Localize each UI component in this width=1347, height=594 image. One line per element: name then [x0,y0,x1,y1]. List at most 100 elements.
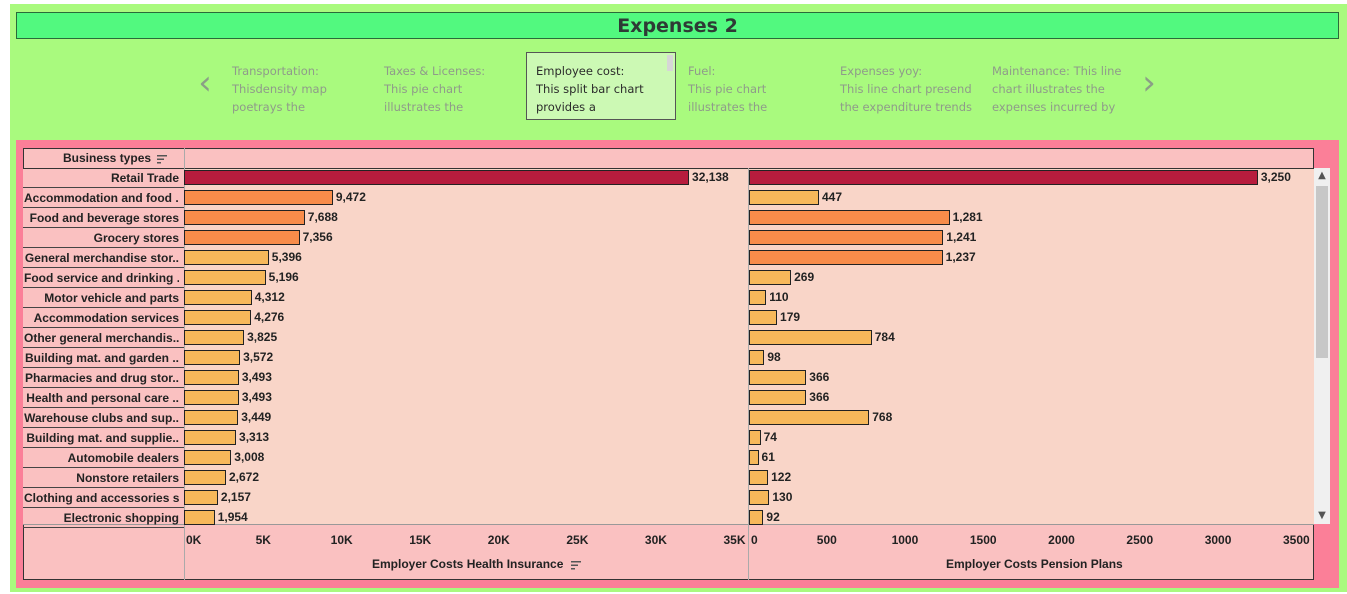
row-separator [23,207,184,208]
scroll-up-icon[interactable]: ▲ [1318,170,1326,181]
health-insurance-bar[interactable] [184,250,269,265]
bar-value-label: 179 [780,310,801,324]
bar-value-label: 784 [874,330,895,344]
pension-plan-bar[interactable] [749,370,807,385]
health-insurance-bar[interactable] [184,170,690,185]
health-insurance-bar[interactable] [184,350,241,365]
health-insurance-bar[interactable] [184,390,239,405]
sort-icon[interactable] [570,560,581,570]
bar-value-label: 1,237 [945,250,976,264]
row-label[interactable]: Electronic shopping [63,511,179,525]
bar-value-label: 92 [766,510,780,524]
pension-plan-bar[interactable] [749,510,764,525]
pension-plan-bar[interactable] [749,330,872,345]
health-insurance-bar[interactable] [184,410,239,425]
x-axis-title-pension[interactable]: Employer Costs Pension Plans [946,557,1123,571]
pension-plan-bar[interactable] [749,350,765,365]
carousel-card-taxes[interactable]: Taxes & Licenses: This pie chart illustr… [376,52,526,120]
health-insurance-bar[interactable] [184,290,252,305]
carousel-card-employee-cost[interactable]: Employee cost: This split bar chart prov… [526,52,676,120]
row-label[interactable]: Motor vehicle and parts [44,291,179,305]
x-axis-title-health[interactable]: Employer Costs Health Insurance [372,557,581,571]
row-header[interactable]: Business types [23,148,184,168]
pane-divider [748,168,749,580]
health-insurance-bar[interactable] [184,330,245,345]
card-scrollbar[interactable] [667,55,673,71]
health-insurance-bar[interactable] [184,510,215,525]
row-separator [23,447,184,448]
card-line: This pie chart [384,82,463,96]
pension-plan-bar[interactable] [749,490,770,505]
carousel-card-fuel[interactable]: Fuel: This pie chart illustrates the [680,52,830,120]
health-insurance-bar[interactable] [184,270,266,285]
row-label[interactable]: Accommodation services [33,311,179,325]
sort-icon[interactable] [157,154,168,164]
carousel-card-expenses-yoy[interactable]: Expenses yoy: This line chart presend th… [832,52,982,120]
row-label[interactable]: Automobile dealers [67,451,179,465]
bar-value-label: 2,157 [220,490,251,504]
row-label[interactable]: Clothing and accessories s.. [24,491,179,505]
health-insurance-bar[interactable] [184,370,239,385]
bar-value-label: 366 [809,370,830,384]
pension-plan-bar[interactable] [749,390,807,405]
health-insurance-bar[interactable] [184,230,300,245]
carousel-card-maintenance[interactable]: Maintenance: This line chart illustrates… [984,52,1134,120]
bar-value-label: 3,008 [234,450,265,464]
pension-plan-bar[interactable] [749,430,761,445]
row-separator [23,427,184,428]
bar-value-label: 1,954 [217,510,248,524]
carousel-prev-icon[interactable]: ‹ [198,63,212,103]
row-label[interactable]: Building mat. and garden .. [24,351,179,365]
x-axis-title-health-label: Employer Costs Health Insurance [372,557,564,571]
row-label[interactable]: Accommodation and food .. [24,191,179,205]
carousel-card-transportation[interactable]: Transportation: Thisdensity map poetrays… [224,52,374,120]
bar-value-label: 61 [761,450,775,464]
health-insurance-bar[interactable] [184,490,218,505]
row-label[interactable]: Retail Trade [110,171,179,185]
bar-value-label: 3,313 [239,430,270,444]
vertical-scrollbar[interactable]: ▲ ▼ [1314,168,1330,524]
row-label[interactable]: Pharmacies and drug stor.. [24,371,179,385]
row-label[interactable]: Food and beverage stores [29,211,179,225]
card-line: Thisdensity map [232,82,327,96]
bar-value-label: 7,356 [302,230,333,244]
pension-plan-bar[interactable] [749,270,792,285]
health-insurance-bar[interactable] [184,470,226,485]
bar-value-label: 1,241 [946,230,977,244]
health-insurance-bar[interactable] [184,450,232,465]
pension-plan-bar[interactable] [749,310,778,325]
row-separator [23,307,184,308]
row-label[interactable]: Building mat. and supplie.. [26,431,179,445]
row-label[interactable]: Grocery stores [93,231,179,245]
row-label[interactable]: Warehouse clubs and sup.. [24,411,179,425]
pension-plan-bar[interactable] [749,290,767,305]
card-line: This line chart presend [840,82,972,96]
scrollbar-thumb[interactable] [1316,186,1328,358]
health-insurance-bar[interactable] [184,430,237,445]
pension-plan-bar[interactable] [749,230,944,245]
health-insurance-bar[interactable] [184,190,333,205]
pension-plan-bar[interactable] [749,250,943,265]
pension-plan-bar[interactable] [749,190,819,205]
pension-plan-bar[interactable] [749,170,1258,185]
row-label[interactable]: General merchandise stor.. [24,251,179,265]
pension-plan-bar[interactable] [749,410,870,425]
bar-value-label: 3,449 [241,410,272,424]
carousel-next-icon[interactable]: › [1142,63,1156,103]
row-label[interactable]: Nonstore retailers [76,471,179,485]
pension-plan-bar[interactable] [749,450,759,465]
pension-plan-bar[interactable] [749,470,769,485]
pension-plan-bar[interactable] [749,210,950,225]
row-label[interactable]: Health and personal care .. [26,391,179,405]
x-tick-label: 500 [816,533,837,547]
bar-value-label: 7,688 [307,210,338,224]
row-separator [23,227,184,228]
health-insurance-bar[interactable] [184,210,305,225]
bar-value-label: 447 [821,190,843,204]
health-insurance-bar[interactable] [184,310,252,325]
row-label[interactable]: Food service and drinking .. [24,271,179,285]
row-separator [23,327,184,328]
row-label[interactable]: Other general merchandis.. [24,331,179,345]
card-line: Fuel: [688,64,716,78]
scroll-down-icon[interactable]: ▼ [1318,510,1326,521]
